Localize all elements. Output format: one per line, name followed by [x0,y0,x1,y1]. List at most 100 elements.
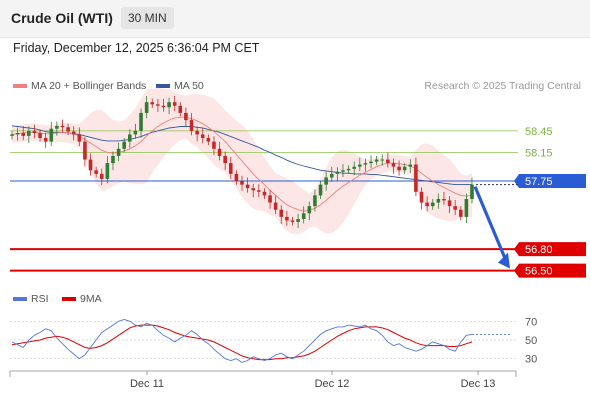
copyright: Research © 2025 Trading Central [424,80,581,92]
x-tick-label-1: Dec 12 [315,378,350,390]
rsi-ma-swatch [62,297,76,301]
candle-body [15,133,20,135]
rsi-tick-1: 50 [525,335,537,347]
candle-body [234,173,239,182]
candle-body [313,195,317,207]
candle-body [21,133,26,136]
candle-body [307,206,312,214]
rsi-swatch [13,297,27,301]
candle-body [116,148,121,156]
ma20-line [11,116,473,212]
candle-body [66,127,70,132]
candle-body [464,198,469,217]
candle-body [77,134,82,142]
level-label-4: 56.50 [525,266,553,278]
ma50-swatch [156,84,170,88]
rsi-label: RSI [31,293,49,305]
candle-body [318,184,323,196]
level-tag-3 [514,242,586,257]
timeframe-badge[interactable]: 30 MIN [121,7,174,29]
candle-body [285,216,289,221]
candle-body [55,125,59,129]
ma20-label: MA 20 + Bollinger Bands [31,80,147,92]
candle-body [122,141,126,149]
rsi-ma-line [11,324,473,361]
candle-body [27,130,31,136]
candle-body [178,105,183,113]
candle-body [358,164,362,167]
candle-body [268,195,272,203]
candle-body [184,112,188,121]
legend-ma50: MA 50 [156,80,204,92]
candle-body [391,163,396,167]
level-tag-2 [514,174,586,189]
candle-body [341,170,345,172]
candle-body [369,161,373,164]
candle-body [200,134,205,139]
candle-body [273,202,278,210]
candle-body [32,130,37,133]
candle-body [245,184,250,189]
chart-header: Crude Oil (WTI) 30 MIN [0,0,590,38]
candle-body [447,200,452,207]
legend-rsi: RSI [13,293,49,305]
candle-body [217,148,222,156]
candle-body [172,102,177,106]
candle-body [419,191,424,203]
ma50-label: MA 50 [174,80,204,92]
candle-body [38,133,42,139]
candle-body [189,120,194,131]
candle-body [88,159,93,171]
candle-body [251,188,256,191]
rsi-tick-2: 30 [525,354,537,366]
candle-body [290,220,295,222]
candle-body [83,141,87,160]
rsi-ma-label: 9MA [80,293,102,305]
candle-body [60,125,65,128]
candle-body [296,219,300,222]
forecast-arrow-shaft [473,186,508,262]
candle-body [223,155,227,164]
candle-body [425,202,429,207]
candle-body [279,209,284,217]
candle-body [329,173,334,178]
timestamp: Friday, December 12, 2025 6:36:04 PM CET [13,41,260,55]
candle-body [212,141,216,149]
candle-body [262,191,267,196]
candle-body [195,130,199,135]
candle-body [228,163,233,174]
candle-body [128,134,132,142]
rsi-tick-0: 70 [525,316,537,328]
candle-body [346,168,351,171]
candle-body [150,102,155,105]
candle-body [430,202,435,207]
candle-body [94,170,98,174]
candle-body [206,138,211,142]
candle-body [111,155,115,164]
x-tick-label-0: Dec 11 [130,378,164,390]
candle-body [257,190,261,192]
candle-body [470,184,474,199]
candle-body [414,164,418,192]
candles [10,96,474,229]
ma50-line [11,125,472,186]
candle-body [324,177,328,185]
level-label-2: 57.75 [525,176,553,188]
ma20-swatch [13,84,27,88]
candle-body [156,104,160,106]
candle-body [43,138,48,142]
level-label-0: 58.45 [525,126,553,138]
legend-ma20: MA 20 + Bollinger Bands [13,80,146,92]
rsi-line [11,319,473,363]
candle-body [442,198,446,201]
forecast-arrow-head [498,252,510,269]
candle-body [240,181,244,185]
candle-body [335,171,340,174]
candle-body [436,198,441,203]
candle-body [397,166,401,171]
candle-body [402,166,407,171]
instrument-title: Crude Oil (WTI) [11,10,113,26]
candle-body [49,128,54,142]
level-label-1: 58.15 [525,147,553,159]
